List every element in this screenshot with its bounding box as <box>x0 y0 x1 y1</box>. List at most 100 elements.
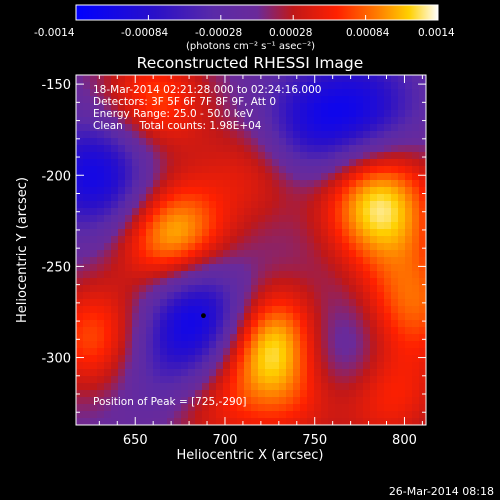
heatmap-cell <box>321 292 329 300</box>
heatmap-cell <box>370 117 378 125</box>
heatmap-cell <box>160 124 168 132</box>
heatmap-cell <box>209 173 217 181</box>
heatmap-cell <box>125 201 133 209</box>
heatmap-cell <box>251 334 259 342</box>
heatmap-cell <box>258 103 266 111</box>
heatmap-cell <box>118 376 126 384</box>
heatmap-cell <box>405 397 413 405</box>
heatmap-cell <box>405 418 413 425</box>
heatmap-cell <box>349 299 357 307</box>
heatmap-cell <box>349 243 357 251</box>
heatmap-cell <box>118 341 126 349</box>
heatmap-cell <box>125 236 133 244</box>
heatmap-cell <box>167 355 175 363</box>
heatmap-cell <box>251 313 259 321</box>
heatmap-cell <box>97 89 105 97</box>
heatmap-cell <box>230 285 238 293</box>
heatmap-cell <box>132 159 140 167</box>
heatmap-cell <box>76 271 84 279</box>
heatmap-cell <box>307 117 315 125</box>
heatmap-cell <box>167 208 175 216</box>
heatmap-cell <box>398 194 406 202</box>
heatmap-cell <box>405 236 413 244</box>
heatmap-cell <box>384 187 392 195</box>
heatmap-cell <box>104 194 112 202</box>
heatmap-cell <box>146 152 154 160</box>
heatmap-cell <box>293 250 301 258</box>
heatmap-cell <box>398 124 406 132</box>
heatmap-cell <box>251 355 259 363</box>
heatmap-cell <box>132 138 140 146</box>
heatmap-cell <box>202 159 210 167</box>
heatmap-cell <box>111 320 119 328</box>
heatmap-cell <box>349 369 357 377</box>
heatmap-cell <box>188 362 196 370</box>
heatmap-cell <box>132 194 140 202</box>
heatmap-cell <box>76 348 84 356</box>
heatmap-cell <box>216 278 224 286</box>
heatmap-cell <box>279 236 287 244</box>
heatmap-cell <box>230 166 238 174</box>
heatmap-cell <box>118 292 126 300</box>
heatmap-cell <box>181 271 189 279</box>
heatmap-cell <box>188 166 196 174</box>
heatmap-cell <box>223 299 231 307</box>
heatmap-cell <box>349 215 357 223</box>
heatmap-cell <box>314 82 322 90</box>
heatmap-cell <box>223 82 231 90</box>
heatmap-cell <box>223 411 231 419</box>
heatmap-cell <box>398 166 406 174</box>
heatmap-cell <box>391 208 399 216</box>
heatmap-cell <box>83 341 91 349</box>
heatmap-cell <box>342 313 350 321</box>
heatmap-cell <box>293 166 301 174</box>
heatmap-cell <box>223 369 231 377</box>
heatmap-cell <box>370 327 378 335</box>
heatmap-cell <box>328 327 336 335</box>
heatmap-cell <box>125 299 133 307</box>
heatmap-cell <box>328 145 336 153</box>
heatmap-cell <box>251 404 259 412</box>
heatmap-cell <box>307 243 315 251</box>
heatmap-cell <box>405 131 413 139</box>
heatmap-cell <box>181 145 189 153</box>
heatmap-cell <box>132 257 140 265</box>
heatmap-cell <box>153 250 161 258</box>
heatmap-cell <box>209 145 217 153</box>
heatmap-cell <box>377 292 385 300</box>
heatmap-cell <box>118 110 126 118</box>
heatmap-cell <box>384 362 392 370</box>
heatmap-cell <box>97 418 105 425</box>
heatmap-cell <box>153 82 161 90</box>
heatmap-cell <box>412 306 420 314</box>
heatmap-cell <box>314 327 322 335</box>
heatmap-cell <box>104 278 112 286</box>
x-tick-label: 750 <box>302 433 327 448</box>
heatmap-cell <box>139 348 147 356</box>
heatmap-cell <box>258 124 266 132</box>
heatmap-cell <box>97 138 105 146</box>
heatmap-cell <box>398 355 406 363</box>
heatmap-cell <box>237 173 245 181</box>
heatmap-cell <box>300 152 308 160</box>
heatmap-cell <box>209 334 217 342</box>
heatmap-cell <box>174 369 182 377</box>
heatmap-cell <box>272 418 280 425</box>
heatmap-cell <box>363 306 371 314</box>
heatmap-cell <box>307 383 315 391</box>
heatmap-cell <box>419 334 426 342</box>
heatmap-cell <box>111 250 119 258</box>
heatmap-cell <box>300 397 308 405</box>
heatmap-cell <box>272 229 280 237</box>
heatmap-cell <box>363 236 371 244</box>
heatmap-cell <box>356 222 364 230</box>
heatmap-cell <box>160 82 168 90</box>
heatmap-cell <box>405 383 413 391</box>
heatmap-cell <box>328 110 336 118</box>
heatmap-cell <box>377 397 385 405</box>
heatmap-cell <box>230 124 238 132</box>
heatmap-cell <box>251 117 259 125</box>
heatmap-cell <box>83 334 91 342</box>
heatmap-cell <box>279 418 287 425</box>
heatmap-cell <box>265 138 273 146</box>
